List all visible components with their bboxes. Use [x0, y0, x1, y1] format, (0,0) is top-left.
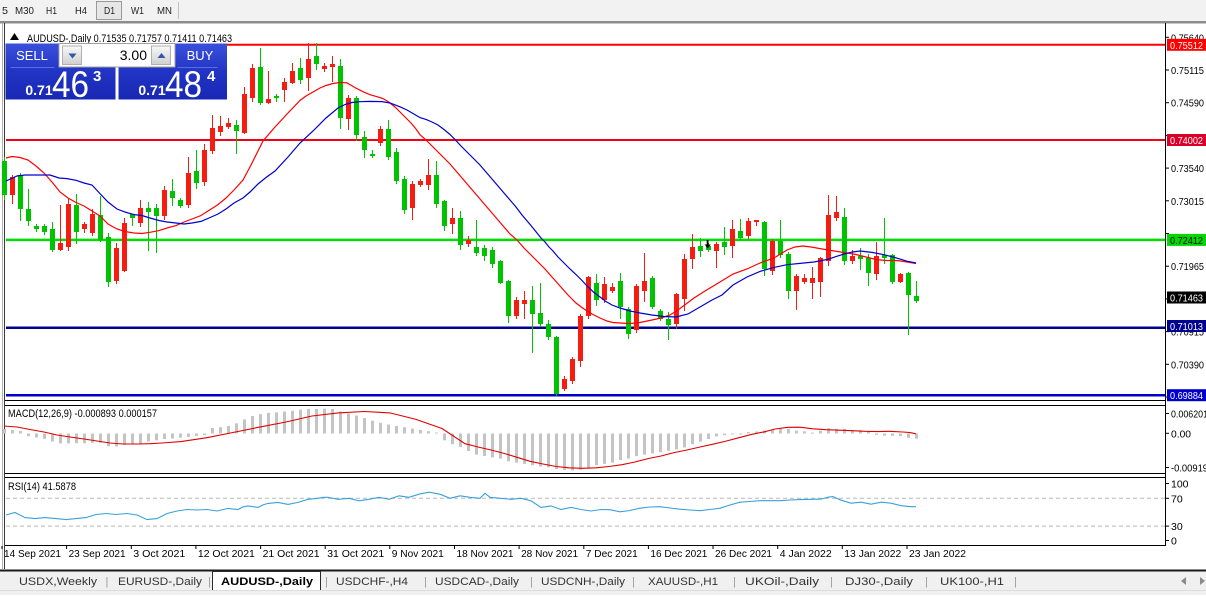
svg-text:31 Oct 2021: 31 Oct 2021	[327, 548, 384, 560]
svg-text:MACD(12,26,9) -0.000893 0.0001: MACD(12,26,9) -0.000893 0.000157	[8, 408, 157, 420]
svg-text:EURUSD-,Daily: EURUSD-,Daily	[118, 576, 203, 588]
svg-text:28 Nov 2021: 28 Nov 2021	[521, 548, 578, 560]
svg-text:14 Sep 2021: 14 Sep 2021	[4, 548, 61, 560]
svg-text:|: |	[830, 576, 833, 588]
svg-text:BUY: BUY	[187, 48, 214, 63]
svg-text:|: |	[424, 576, 427, 588]
svg-text:UKOil-,Daily: UKOil-,Daily	[745, 576, 820, 588]
svg-text:H4: H4	[75, 5, 87, 17]
svg-text:|: |	[325, 576, 328, 588]
svg-text:70: 70	[1171, 493, 1183, 505]
svg-text:0.71965: 0.71965	[1171, 261, 1204, 273]
svg-text:SELL: SELL	[16, 48, 48, 63]
svg-text:W1: W1	[131, 5, 144, 17]
svg-text:30: 30	[1171, 521, 1183, 533]
svg-text:MN: MN	[157, 5, 172, 17]
svg-text:0.70390: 0.70390	[1171, 359, 1204, 371]
svg-text:12 Oct 2021: 12 Oct 2021	[198, 548, 255, 560]
svg-text:3.00: 3.00	[120, 47, 147, 63]
svg-text:0.00: 0.00	[1171, 428, 1191, 440]
svg-text:0.74002: 0.74002	[1170, 135, 1203, 147]
svg-text:3: 3	[93, 68, 101, 85]
svg-text:9 Nov 2021: 9 Nov 2021	[392, 548, 444, 560]
svg-text:|: |	[733, 576, 736, 588]
svg-text:100: 100	[1171, 479, 1189, 491]
svg-text:DJ30-,Daily: DJ30-,Daily	[845, 576, 914, 588]
svg-text:|: |	[208, 576, 211, 588]
svg-text:UK100-,H1: UK100-,H1	[940, 576, 1004, 588]
svg-text:0.72412: 0.72412	[1170, 235, 1203, 247]
svg-text:AUDUSD-,Daily: AUDUSD-,Daily	[221, 576, 314, 588]
svg-text:0.74590: 0.74590	[1171, 98, 1204, 110]
svg-text:D1: D1	[104, 5, 115, 17]
svg-text:USDX,Weekly: USDX,Weekly	[19, 576, 98, 588]
svg-text:13 Jan 2022: 13 Jan 2022	[844, 548, 901, 560]
svg-text:0.75115: 0.75115	[1171, 65, 1204, 77]
svg-text:0.71: 0.71	[138, 82, 165, 98]
svg-text:0.006201: 0.006201	[1171, 409, 1206, 421]
svg-text:RSI(14) 41.5878: RSI(14) 41.5878	[8, 481, 76, 493]
svg-text:USDCHF-,H4: USDCHF-,H4	[336, 576, 408, 588]
svg-text:0.71: 0.71	[25, 82, 52, 98]
svg-text:AUDUSD-,Daily 0.71535 0.71757: AUDUSD-,Daily 0.71535 0.71757 0.71411 0.…	[27, 33, 232, 45]
svg-text:16 Dec 2021: 16 Dec 2021	[650, 548, 707, 560]
svg-text:0.75512: 0.75512	[1170, 40, 1203, 52]
svg-text:USDCAD-,Daily: USDCAD-,Daily	[435, 576, 520, 588]
svg-text:-0.00919: -0.00919	[1171, 463, 1206, 475]
svg-text:0: 0	[1171, 536, 1177, 548]
svg-text:48: 48	[165, 64, 202, 105]
svg-text:XAUUSD-,H1: XAUUSD-,H1	[648, 576, 718, 588]
svg-text:0.71013: 0.71013	[1170, 321, 1203, 333]
svg-text:23 Jan 2022: 23 Jan 2022	[909, 548, 966, 560]
svg-text:0.73015: 0.73015	[1171, 196, 1204, 208]
svg-text:H1: H1	[46, 5, 57, 17]
svg-text:46: 46	[52, 64, 89, 105]
svg-text:0.73540: 0.73540	[1171, 163, 1204, 175]
svg-text:0.71463: 0.71463	[1170, 293, 1203, 305]
svg-text:|: |	[106, 576, 109, 588]
svg-text:5: 5	[2, 5, 8, 17]
svg-text:21 Oct 2021: 21 Oct 2021	[263, 548, 320, 560]
svg-text:|: |	[632, 576, 635, 588]
svg-text:3 Oct 2021: 3 Oct 2021	[133, 548, 185, 560]
svg-text:26 Dec 2021: 26 Dec 2021	[715, 548, 772, 560]
svg-text:7 Dec 2021: 7 Dec 2021	[586, 548, 638, 560]
svg-text:4 Jan 2022: 4 Jan 2022	[780, 548, 832, 560]
svg-text:|: |	[925, 576, 928, 588]
svg-text:0.69884: 0.69884	[1170, 390, 1203, 402]
svg-text:23 Sep 2021: 23 Sep 2021	[69, 548, 126, 560]
svg-text:|: |	[1014, 576, 1017, 588]
svg-text:USDCNH-,Daily: USDCNH-,Daily	[541, 576, 626, 588]
svg-text:|: |	[530, 576, 533, 588]
svg-text:M30: M30	[15, 5, 34, 17]
svg-text:18 Nov 2021: 18 Nov 2021	[457, 548, 514, 560]
svg-text:4: 4	[207, 68, 216, 85]
